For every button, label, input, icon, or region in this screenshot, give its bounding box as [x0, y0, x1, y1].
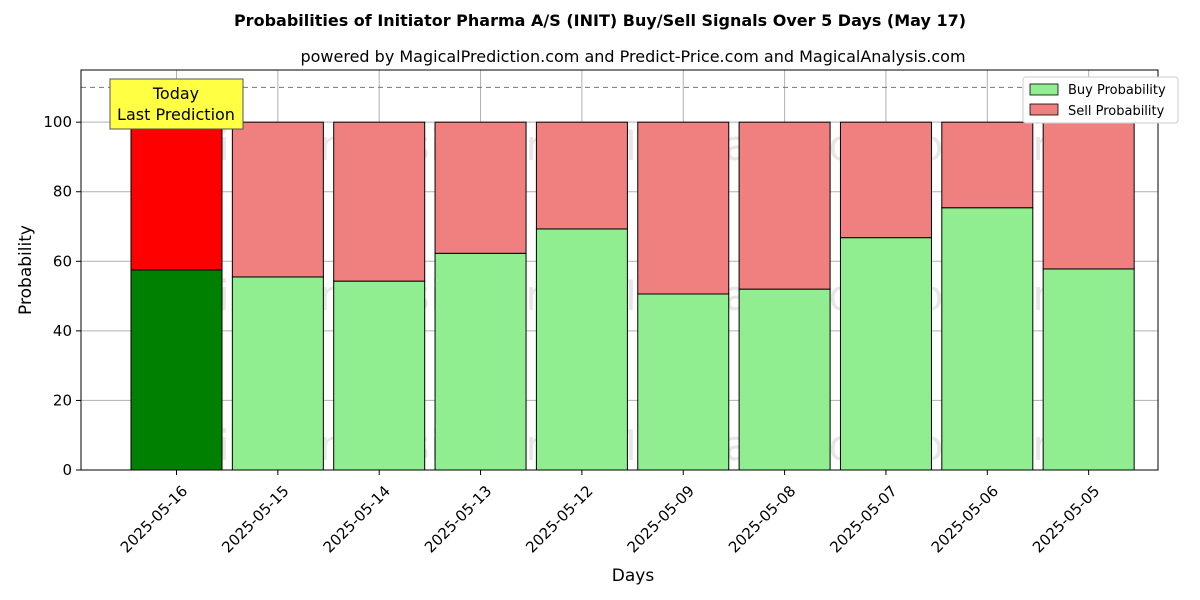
bar-buy-2025-05-14	[333, 280, 426, 471]
bar-buy-2025-05-16	[130, 269, 223, 471]
x-tick-label: 2025-05-08	[725, 482, 799, 556]
legend-swatch-buy	[1029, 83, 1059, 96]
bar-sell-2025-05-05	[1042, 121, 1135, 270]
x-tick-label: 2025-05-14	[320, 482, 394, 556]
bar-buy-2025-05-05	[1042, 268, 1135, 471]
bar-buy-2025-05-06	[941, 207, 1034, 471]
x-tick-label: 2025-05-05	[1029, 482, 1103, 556]
x-tick-label: 2025-05-06	[928, 482, 1002, 556]
chart-subtitle: powered by MagicalPrediction.com and Pre…	[300, 47, 965, 66]
x-axis-ticks: 2025-05-16 2025-05-15 2025-05-14 2025-05-13…	[117, 470, 1103, 556]
legend-swatch-sell	[1029, 103, 1059, 116]
chart-title: Probabilities of Initiator Pharma A/S (I…	[234, 11, 966, 30]
x-axis-label: Days	[612, 566, 655, 586]
y-tick-label: 40	[53, 322, 72, 340]
bar-group	[130, 121, 1135, 471]
y-axis-ticks: 0 20 40 60 80 100	[43, 113, 81, 479]
y-axis-label: Probability	[16, 225, 36, 315]
bar-sell-2025-05-13	[434, 121, 527, 254]
bar-buy-2025-05-07	[839, 237, 932, 471]
bar-sell-2025-05-07	[839, 121, 932, 239]
y-tick-label: 100	[43, 113, 72, 131]
x-tick-label: 2025-05-15	[218, 482, 292, 556]
bar-buy-2025-05-09	[637, 293, 730, 471]
legend-label-sell: Sell Probability	[1068, 104, 1165, 119]
bar-sell-2025-05-14	[333, 121, 426, 282]
annotation-line1: Today	[152, 84, 199, 103]
bar-sell-2025-05-09	[637, 121, 730, 295]
y-tick-label: 0	[62, 461, 72, 479]
bar-sell-2025-05-15	[231, 121, 324, 278]
bar-buy-2025-05-15	[231, 276, 324, 471]
x-tick-label: 2025-05-09	[624, 482, 698, 556]
legend: Buy Probability Sell Probability	[1022, 76, 1179, 124]
bar-sell-2025-05-08	[738, 121, 831, 290]
legend-box	[1022, 76, 1179, 124]
annotation-line2: Last Prediction	[117, 105, 235, 124]
y-tick-label: 60	[53, 252, 72, 270]
today-annotation: Today Last Prediction	[109, 78, 244, 130]
bar-buy-2025-05-13	[434, 252, 527, 471]
plot-frame	[80, 69, 1159, 471]
x-tick-label: 2025-05-16	[117, 482, 191, 556]
bar-sell-2025-05-16	[130, 121, 223, 271]
y-tick-label: 20	[53, 391, 72, 409]
bar-sell-2025-05-12	[535, 121, 628, 230]
legend-label-buy: Buy Probability	[1068, 83, 1166, 98]
y-tick-label: 80	[53, 183, 72, 201]
x-tick-label: 2025-05-07	[826, 482, 900, 556]
annotation-box	[109, 78, 244, 130]
bar-buy-2025-05-12	[535, 228, 628, 471]
x-tick-label: 2025-05-13	[421, 482, 495, 556]
bar-buy-2025-05-08	[738, 288, 831, 471]
bar-sell-2025-05-06	[941, 121, 1034, 209]
x-tick-label: 2025-05-12	[522, 482, 596, 556]
